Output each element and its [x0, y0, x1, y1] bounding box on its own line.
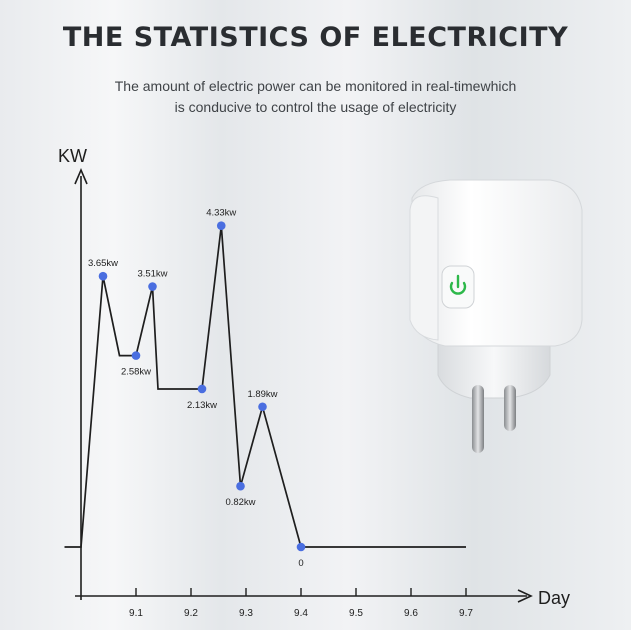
- y-axis-label: KW: [58, 146, 87, 166]
- data-point: [131, 351, 141, 360]
- data-point: [216, 221, 226, 231]
- data-point: [98, 271, 108, 281]
- series-line: [64, 225, 466, 548]
- subtitle-line-1: The amount of electric power can be moni…: [114, 78, 517, 94]
- x-tick-label: 9.1: [129, 608, 143, 619]
- page-subtitle: The amount of electric power can be moni…: [0, 76, 631, 118]
- power-icon: [449, 274, 467, 295]
- data-point: [296, 542, 306, 552]
- data-point: [236, 481, 245, 491]
- data-label: 0.82kw: [225, 497, 255, 508]
- x-tick-label: 9.7: [459, 608, 473, 619]
- chart-series: [64, 221, 466, 552]
- data-label: 3.65kw: [88, 258, 118, 269]
- x-ticks: 9.1 9.2 9.3 9.4 9.5 9.6 9.7: [129, 588, 473, 619]
- x-tick-label: 9.2: [184, 608, 198, 619]
- y-axis-arrow: [74, 167, 88, 185]
- data-label: 3.51kw: [137, 269, 167, 280]
- subtitle-line-2: is conducive to control the usage of ele…: [174, 99, 457, 115]
- data-label: 0: [298, 558, 303, 569]
- data-label: 2.13kw: [187, 400, 217, 411]
- x-tick-label: 9.6: [404, 608, 418, 619]
- x-axis-label: Day: [538, 588, 570, 608]
- data-point: [148, 282, 157, 291]
- data-labels: 3.65kw 2.58kw 3.51kw 2.13kw 4.33kw 0.82kw 1.89…: [88, 208, 304, 569]
- x-tick-label: 9.5: [349, 608, 363, 619]
- x-tick-label: 9.3: [239, 608, 253, 619]
- smart-plug-image: [409, 179, 583, 453]
- data-point: [258, 402, 267, 412]
- data-label: 4.33kw: [206, 208, 236, 219]
- data-label: 2.58kw: [121, 367, 151, 378]
- x-axis-arrow: [517, 589, 533, 603]
- data-label: 1.89kw: [247, 389, 277, 400]
- data-point: [197, 384, 207, 394]
- page-title: THE STATISTICS OF ELECTRICITY: [62, 22, 569, 53]
- x-tick-label: 9.4: [294, 608, 308, 619]
